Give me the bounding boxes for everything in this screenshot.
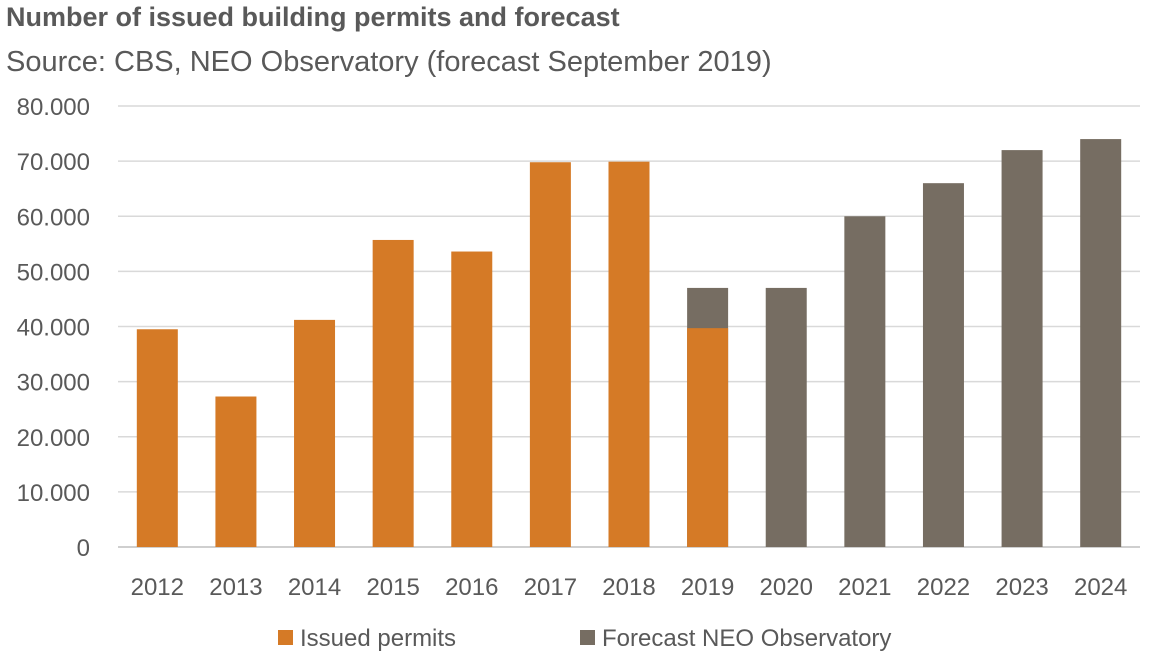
legend-label: Issued permits xyxy=(300,625,456,652)
x-tick-label: 2023 xyxy=(995,574,1048,601)
y-tick-label: 70.000 xyxy=(17,149,90,176)
x-tick-label: 2013 xyxy=(209,574,262,601)
x-tick-label: 2024 xyxy=(1074,574,1127,601)
x-tick-label: 2017 xyxy=(524,574,577,601)
y-tick-label: 80.000 xyxy=(17,94,90,121)
chart-title: Number of issued building permits and fo… xyxy=(6,2,620,32)
x-tick-label: 2016 xyxy=(445,574,498,601)
x-tick-label: 2020 xyxy=(760,574,813,601)
y-axis-ticks: 0 10.000 20.000 30.000 40.000 50.000 60.000 70.… xyxy=(17,94,90,562)
bar-forecast-2022 xyxy=(922,183,964,548)
bar-issued-2013 xyxy=(215,396,257,547)
y-tick-label: 50.000 xyxy=(17,259,90,286)
y-tick-label: 40.000 xyxy=(17,315,90,342)
y-tick-label: 0 xyxy=(77,535,90,562)
y-tick-label: 30.000 xyxy=(17,370,90,397)
chart-subtitle: Source: CBS, NEO Observatory (forecast S… xyxy=(6,46,772,78)
bar-issued-2015 xyxy=(372,239,414,548)
legend-swatch xyxy=(580,630,595,645)
bar-issued-2014 xyxy=(294,319,336,547)
bar-issued-2018 xyxy=(608,161,650,547)
bar-forecast-2023 xyxy=(1001,150,1043,547)
legend: Issued permits Forecast NEO Observatory xyxy=(278,625,891,652)
x-tick-label: 2014 xyxy=(288,574,341,601)
x-tick-label: 2012 xyxy=(131,574,184,601)
legend-label: Forecast NEO Observatory xyxy=(602,625,891,652)
y-tick-label: 20.000 xyxy=(17,425,90,452)
bar-forecast-2024 xyxy=(1080,139,1122,547)
y-tick-label: 10.000 xyxy=(17,480,90,507)
x-tick-label: 2018 xyxy=(602,574,655,601)
x-tick-label: 2015 xyxy=(366,574,419,601)
y-tick-label: 60.000 xyxy=(17,204,90,231)
bars xyxy=(136,139,1122,548)
x-axis-ticks: 2012 2013 2014 2015 2016 2017 2018 2019 2020 2021… xyxy=(131,574,1128,601)
bar-issued-2016 xyxy=(451,251,493,547)
bar-issued-2017 xyxy=(529,162,571,548)
x-tick-label: 2022 xyxy=(917,574,970,601)
x-tick-label: 2021 xyxy=(838,574,891,601)
legend-swatch xyxy=(278,630,293,645)
bar-issued-2019 xyxy=(687,328,729,547)
bar-issued-2012 xyxy=(136,329,178,547)
bar-forecast-2021 xyxy=(844,216,886,547)
x-tick-label: 2019 xyxy=(681,574,734,601)
bar-forecast-2020 xyxy=(765,287,807,547)
